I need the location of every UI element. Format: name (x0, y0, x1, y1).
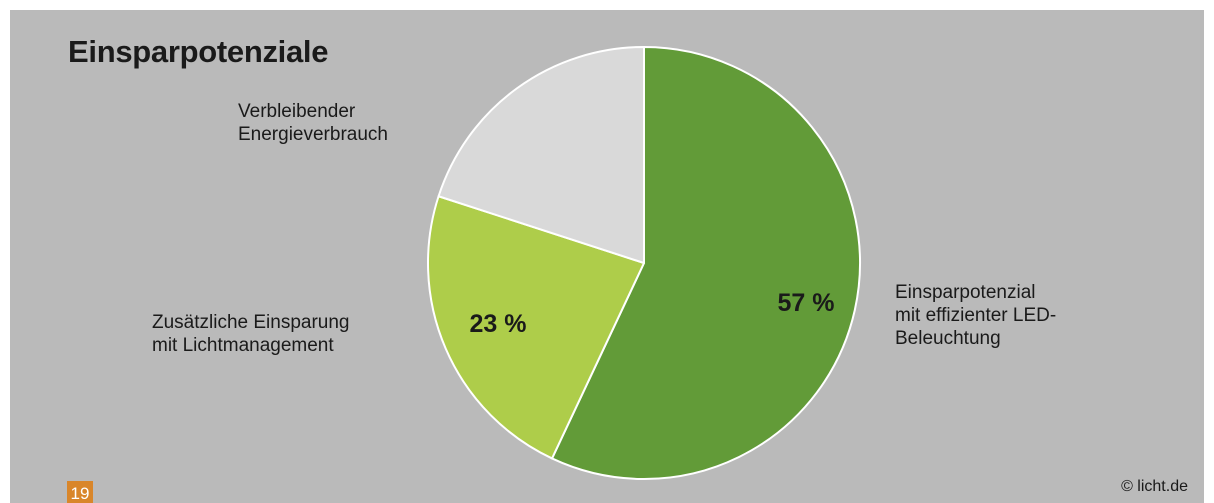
slice-value-light-management: 23 % (470, 310, 527, 338)
pie-chart: 57 % 23 % (427, 46, 861, 480)
slice-label-led-lighting: Einsparpotenzial mit effizienter LED- Be… (895, 282, 1057, 349)
pie-slice-led-lighting (551, 46, 861, 480)
slice-label-remaining-consumption: Verbleibender Energieverbrauch (238, 101, 388, 145)
slice-value-led-lighting: 57 % (778, 289, 835, 317)
slide: Einsparpotenziale 57 % 23 % Verbleibender… (10, 10, 1204, 503)
chart-title: Einsparpotenziale (68, 34, 329, 69)
page-number-badge: 19 (67, 481, 93, 503)
pie-slice-light-management (427, 195, 645, 460)
copyright-notice: © licht.de (1121, 478, 1188, 495)
pie-slice-remaining-consumption (437, 46, 645, 264)
slice-label-light-management: Zusätzliche Einsparung mit Lichtmanageme… (152, 312, 350, 356)
